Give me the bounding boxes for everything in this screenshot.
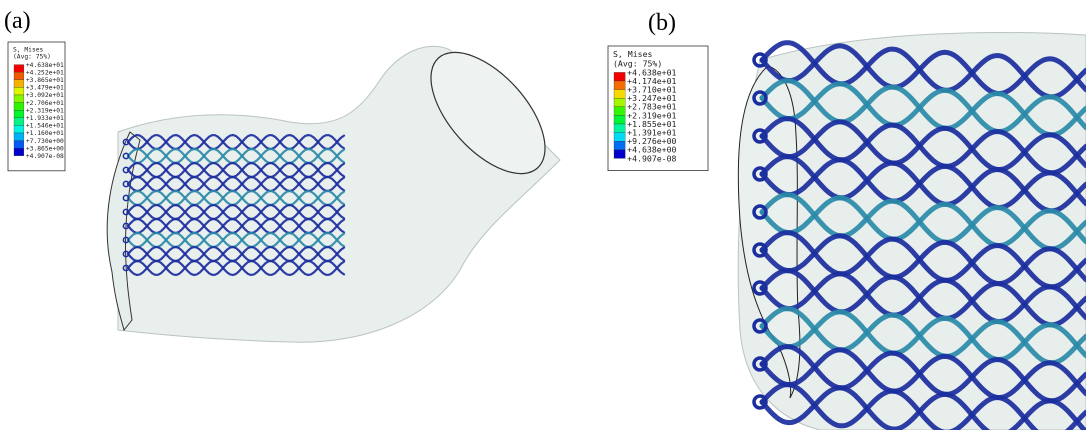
legend-swatch bbox=[614, 90, 625, 99]
legend-label: +2.706e+01 bbox=[26, 100, 64, 107]
legend-swatch bbox=[14, 103, 24, 111]
legend-swatch bbox=[14, 87, 24, 95]
figure: (a) (b) S, Mises(Avg: 75%)+4.638e+01+4.2… bbox=[0, 0, 1086, 430]
legend-swatch bbox=[614, 115, 625, 124]
legend-swatch bbox=[14, 141, 24, 149]
legend-subtitle: (Avg: 75%) bbox=[13, 54, 51, 61]
legend-swatch bbox=[614, 72, 625, 81]
legend-label: +2.319e+01 bbox=[26, 107, 64, 114]
panel-label: (b) bbox=[648, 10, 676, 36]
legend-label: +4.907e-08 bbox=[627, 153, 676, 163]
legend-label: +7.730e+00 bbox=[26, 138, 64, 145]
legend-label: +3.865e+01 bbox=[26, 77, 64, 84]
legend: S, Mises(Avg: 75%)+4.638e+01+4.174e+01+3… bbox=[608, 46, 708, 171]
legend-title: S, Mises bbox=[13, 46, 44, 53]
legend-swatch bbox=[614, 107, 625, 116]
legend-swatch bbox=[614, 133, 625, 142]
legend-swatch bbox=[614, 124, 625, 133]
panel-label: (a) bbox=[4, 8, 31, 34]
legend-swatch bbox=[614, 141, 625, 150]
legend-swatch bbox=[614, 150, 625, 159]
legend-swatch bbox=[14, 125, 24, 133]
legend-swatch bbox=[14, 65, 24, 73]
legend-swatch bbox=[614, 98, 625, 107]
legend-swatch bbox=[14, 95, 24, 103]
legend-swatch bbox=[614, 81, 625, 90]
legend-label: +1.546e+01 bbox=[26, 123, 64, 130]
legend-label: +4.907e-08 bbox=[26, 153, 64, 160]
legend-label: +1.933e+01 bbox=[26, 115, 64, 122]
legend-label: +4.252e+01 bbox=[26, 69, 64, 76]
legend-swatch bbox=[14, 80, 24, 88]
legend-swatch bbox=[14, 72, 24, 80]
legend-swatch bbox=[14, 110, 24, 118]
legend-swatch bbox=[14, 133, 24, 141]
legend-label: +3.865e+00 bbox=[26, 145, 64, 152]
legend-label: +3.479e+01 bbox=[26, 85, 64, 92]
legend-swatch bbox=[14, 118, 24, 126]
legend-label: +4.638e+01 bbox=[26, 62, 64, 69]
legend-label: +3.092e+01 bbox=[26, 92, 64, 99]
legend-swatch bbox=[14, 148, 24, 156]
legend-label: +1.160e+01 bbox=[26, 130, 64, 137]
legend: S, Mises(Avg: 75%)+4.638e+01+4.252e+01+3… bbox=[8, 42, 65, 171]
